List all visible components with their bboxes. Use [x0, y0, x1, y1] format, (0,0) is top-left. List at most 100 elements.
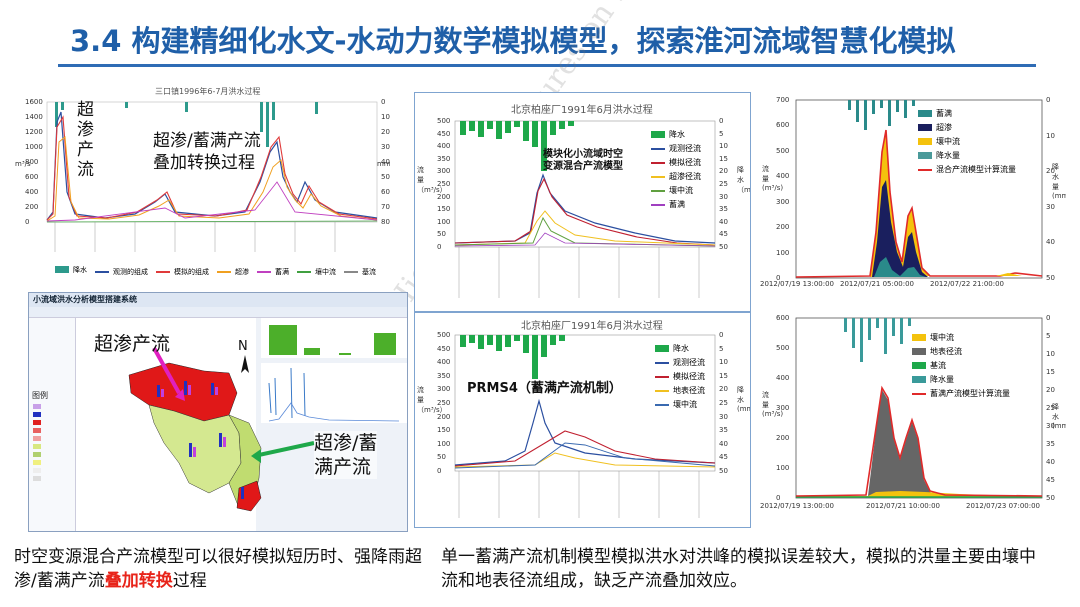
- legend-swatch: [344, 271, 358, 273]
- chart-e-y-right-label: 降水量(mm): [1052, 163, 1066, 200]
- legend-entry: 超渗: [918, 122, 1038, 133]
- axis-tick-label: 10: [719, 358, 728, 367]
- legend-label: 地表径流: [673, 386, 705, 395]
- axis-tick-label: 0: [776, 274, 781, 282]
- axis-tick-label: 60: [381, 188, 390, 196]
- axis-tick-label: 350: [437, 154, 451, 163]
- axis-tick-label: 1000: [25, 143, 43, 151]
- axis-tick-label: 1600: [25, 98, 43, 106]
- axis-tick-label: 45: [719, 453, 728, 462]
- chart-a-y-right-label: mm: [377, 160, 390, 168]
- legend-entry: 混合产流模型计算流量: [918, 164, 1038, 175]
- axis-tick-label: 50: [437, 453, 446, 462]
- axis-tick-label: 300: [776, 404, 790, 412]
- axis-tick-label: 50: [719, 467, 728, 475]
- axis-tick-label: 150: [437, 426, 451, 435]
- axis-tick-label: 40: [381, 158, 390, 166]
- legend-swatch: [297, 271, 311, 273]
- caption-left-tail: 过程: [172, 571, 207, 591]
- legend-entry: 基流: [912, 360, 1040, 371]
- legend-swatch: [651, 131, 665, 138]
- legend-swatch: [257, 271, 271, 273]
- axis-tick-label: 300: [776, 197, 790, 206]
- legend-entry: 壤中流: [655, 399, 715, 410]
- axis-tick-label: 40: [719, 439, 728, 448]
- axis-tick-label: 15: [719, 154, 728, 163]
- axis-tick-label: 200: [776, 434, 790, 442]
- slide-title: 3.4 构建精细化水文-水动力数学模拟模型，探索淮河流域智慧化模拟: [70, 24, 956, 58]
- legend-label: 模拟的组成: [174, 268, 209, 276]
- axis-tick-label: 100: [776, 464, 790, 472]
- legend-label: 蓄满: [275, 268, 289, 276]
- annotation-infiltration-excess: 超 渗 产 流: [77, 100, 94, 180]
- axis-tick-label: 25: [1046, 404, 1055, 412]
- annotation-modular-model: 模块化小流域时空 变源混合产流模型: [543, 149, 623, 172]
- gis-map-svg: [76, 318, 407, 531]
- north-label: N: [238, 339, 248, 354]
- legend-label: 降水量: [930, 375, 954, 384]
- legend-swatch: [651, 203, 665, 206]
- axis-tick-label: 100: [776, 248, 790, 257]
- axis-tick-label: 20: [381, 128, 390, 136]
- hydrograph-d-svg: [454, 334, 716, 518]
- legend-entry: 模拟径流: [655, 371, 715, 382]
- axis-tick-label: 45: [1046, 476, 1055, 484]
- system-tree-panel: 图例: [29, 318, 76, 531]
- axis-tick-label: 20: [719, 167, 728, 176]
- legend-label: 模拟径流: [673, 372, 705, 381]
- hydrograph-e-svg: [795, 99, 1043, 279]
- legend-entry: 基流: [344, 267, 376, 277]
- legend-entry: 蓄满: [651, 199, 711, 210]
- legend-title: 图例: [32, 391, 48, 400]
- axis-tick-label: 50: [1046, 274, 1055, 282]
- x-axis-tick-label: 2012/07/22 21:00:00: [930, 280, 1005, 288]
- legend-swatch: [655, 345, 669, 352]
- x-axis-tick-label: 2012/07/19 13:00:00: [760, 502, 835, 510]
- axis-tick-label: 0: [776, 494, 781, 502]
- axis-tick-label: 100: [437, 439, 451, 448]
- legend-swatch: [55, 266, 69, 273]
- x-axis-tick-label: 2012/07/21 10:00:00: [866, 502, 941, 510]
- caption-left-text: 时空变源混合产流模型可以很好模拟短历时、强降雨超渗/蓄满产流: [14, 547, 422, 591]
- chart-a-legend: 降水 观测的组成 模拟的组成 超渗 蓄满 壤中流 基流: [55, 258, 385, 277]
- axis-tick-label: 600: [776, 314, 790, 322]
- legend-entry: 降水: [655, 343, 715, 354]
- axis-tick-label: 50: [719, 243, 728, 251]
- axis-tick-label: 600: [25, 173, 39, 181]
- panel-baizuochang-prms4: 北京柏座厂1991年6月洪水过程 PRMS4（蓄满产流机制） 流量（m³/s） …: [414, 312, 751, 528]
- legend-label: 降水: [673, 344, 689, 353]
- legend-label: 超渗: [936, 123, 952, 132]
- axis-tick-label: 20: [719, 385, 728, 394]
- legend-swatch: [912, 334, 926, 341]
- axis-tick-label: 600: [776, 121, 790, 130]
- axis-tick-label: 450: [437, 129, 451, 138]
- legend-label: 基流: [362, 268, 376, 276]
- panel-hydrograph-sankouzhen: 三口镇1996年6-7月洪水过程 m³/s mm 1600 1400 1200 100…: [15, 82, 390, 282]
- panel-gis-system: 小流域洪水分析模型搭建系统 图例: [28, 292, 408, 532]
- legend-label: 蓄满: [669, 200, 685, 209]
- axis-tick-label: 5: [719, 344, 724, 353]
- axis-tick-label: 15: [719, 371, 728, 380]
- legend-label: 超渗: [235, 268, 249, 276]
- chart-e-y-left-label: 流量(m³/s): [762, 165, 784, 192]
- axis-tick-label: 400: [776, 374, 790, 382]
- legend-entry: 壤中流: [912, 332, 1040, 343]
- chart-c-y-left-label: 流量（m³/s）: [417, 166, 447, 194]
- legend-label: 壤中流: [936, 137, 960, 146]
- axis-tick-label: 30: [719, 412, 728, 421]
- legend-swatch: [912, 392, 926, 395]
- legend-label: 壤中流: [315, 268, 336, 276]
- annotation-superposition: 超渗/蓄满产流 叠加转换过程: [153, 131, 261, 173]
- legend-swatch: [918, 110, 932, 117]
- axis-tick-label: 350: [437, 371, 451, 380]
- legend-swatch: [912, 362, 926, 369]
- x-axis-tick-label: 2012/07/23 07:00:00: [966, 502, 1041, 510]
- axis-tick-label: 500: [437, 117, 451, 125]
- map-legend-swatches: [33, 404, 41, 484]
- axis-tick-label: 700: [776, 96, 790, 104]
- axis-tick-label: 50: [381, 173, 390, 181]
- axis-tick-label: 400: [776, 172, 790, 181]
- axis-tick-label: 200: [437, 192, 451, 201]
- x-axis-tick-label: 2012/07/19 13:00:00: [760, 280, 835, 288]
- axis-tick-label: 70: [381, 203, 390, 211]
